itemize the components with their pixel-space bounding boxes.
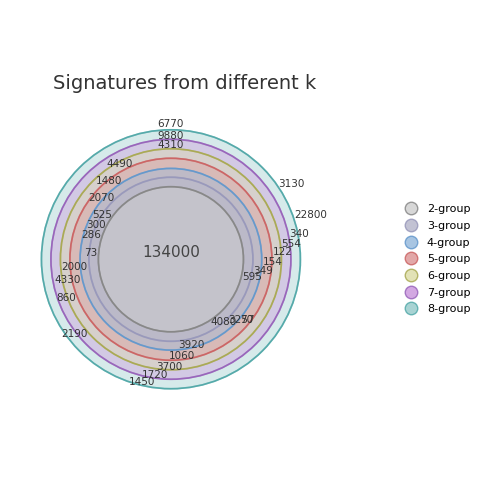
Circle shape — [60, 149, 281, 370]
Text: 4310: 4310 — [158, 140, 184, 150]
Text: 6770: 6770 — [158, 119, 184, 129]
Text: 2000: 2000 — [61, 262, 88, 272]
Title: Signatures from different k: Signatures from different k — [53, 75, 316, 93]
Text: 22800: 22800 — [294, 210, 327, 220]
Text: 4080: 4080 — [210, 317, 236, 327]
Text: 1450: 1450 — [129, 377, 155, 387]
Text: 122: 122 — [273, 247, 293, 257]
Text: 1480: 1480 — [96, 176, 122, 186]
Text: 4490: 4490 — [106, 159, 133, 169]
Text: 9880: 9880 — [158, 132, 184, 141]
Text: 349: 349 — [254, 266, 273, 276]
Text: 3700: 3700 — [156, 361, 182, 371]
Text: 2190: 2190 — [61, 329, 88, 339]
Text: 3257: 3257 — [228, 315, 255, 325]
Text: 1720: 1720 — [142, 370, 168, 380]
Text: 340: 340 — [290, 229, 309, 239]
Text: 286: 286 — [81, 230, 101, 240]
Text: 2070: 2070 — [88, 193, 114, 203]
Text: 525: 525 — [92, 210, 112, 220]
Circle shape — [80, 168, 262, 350]
Text: 554: 554 — [282, 239, 301, 248]
Text: 595: 595 — [242, 272, 263, 282]
Circle shape — [89, 177, 253, 341]
Text: 70: 70 — [240, 314, 254, 325]
Text: 300: 300 — [86, 220, 106, 230]
Text: 3920: 3920 — [178, 340, 204, 350]
Text: 860: 860 — [56, 293, 76, 302]
Text: 3130: 3130 — [278, 179, 304, 189]
Text: 1060: 1060 — [169, 351, 195, 361]
Text: 73: 73 — [84, 248, 97, 258]
Circle shape — [98, 186, 243, 332]
Circle shape — [41, 130, 300, 389]
Circle shape — [70, 158, 272, 360]
Text: 154: 154 — [263, 258, 283, 268]
Text: 4330: 4330 — [55, 275, 81, 285]
Circle shape — [51, 139, 291, 379]
Legend: 2-group, 3-group, 4-group, 5-group, 6-group, 7-group, 8-group: 2-group, 3-group, 4-group, 5-group, 6-gr… — [400, 204, 470, 314]
Text: 134000: 134000 — [142, 245, 200, 260]
